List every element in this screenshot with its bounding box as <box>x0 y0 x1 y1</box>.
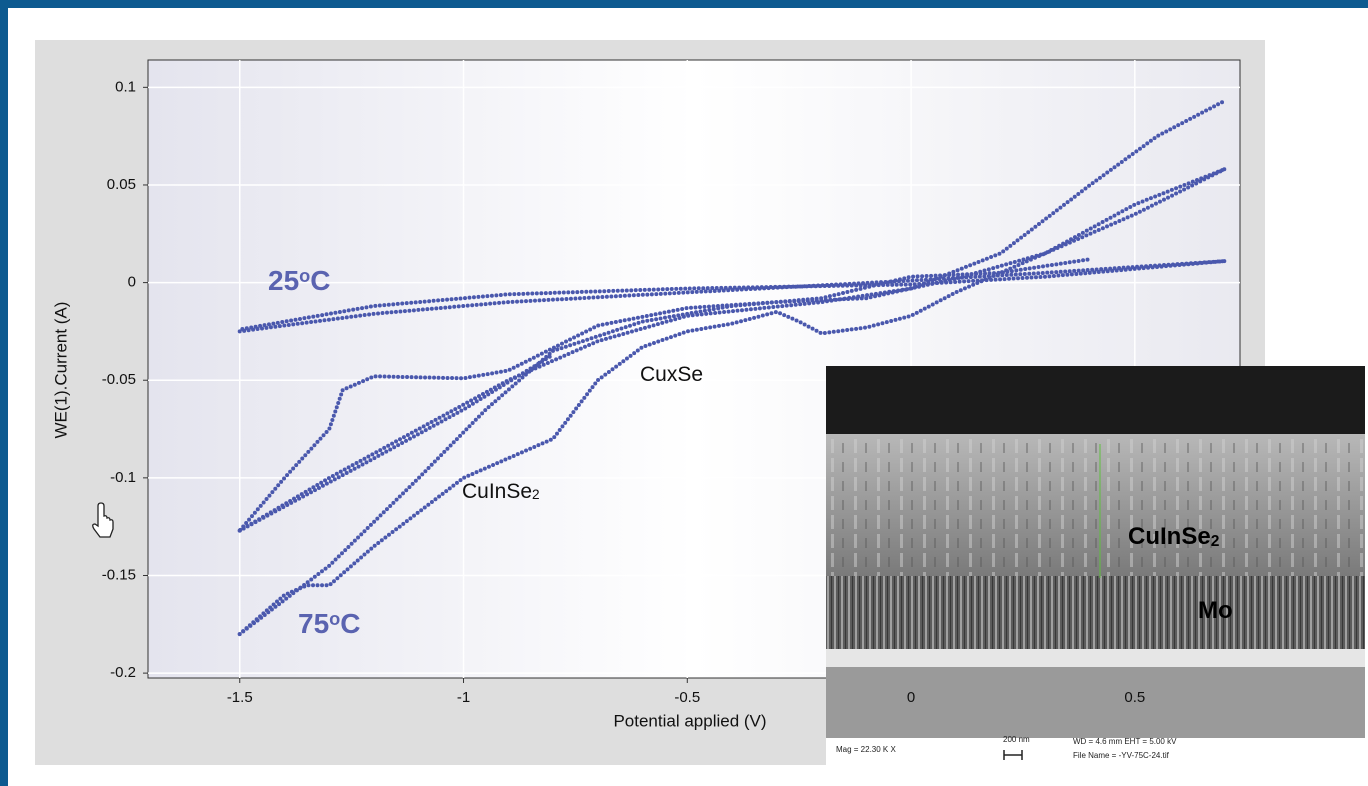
text-run: C <box>340 608 360 639</box>
text-run: o <box>299 266 310 286</box>
scale-bar <box>1003 750 1023 760</box>
x-tick-label: 0.5 <box>1124 689 1145 706</box>
text-run: C <box>310 265 330 296</box>
data-curve <box>237 259 1227 332</box>
data-curve <box>237 352 555 533</box>
y-tick-label: 0.05 <box>107 176 136 193</box>
annotation: CuxSe <box>640 363 703 386</box>
annotation: 75oC <box>298 608 361 639</box>
curves <box>237 99 1227 637</box>
inset-interface <box>826 649 1365 667</box>
text-run: 75 <box>298 608 329 639</box>
y-tick-label: 0 <box>128 274 136 291</box>
data-curve <box>237 259 1227 334</box>
y-tick-label: -0.05 <box>102 371 136 388</box>
text-run: 25 <box>268 265 299 296</box>
cursor-icon <box>92 502 114 538</box>
y-tick-label: -0.2 <box>110 664 136 681</box>
text-run: Mo <box>1198 597 1233 624</box>
x-tick-label: 0 <box>907 689 915 706</box>
data-curve <box>237 257 1093 637</box>
x-tick-label: -1 <box>457 689 470 706</box>
inset-label: Mo <box>1198 597 1233 624</box>
text-run: CuInSe <box>1128 523 1211 550</box>
inset-substrate <box>826 667 1365 738</box>
text-run: 2 <box>1211 533 1220 550</box>
y-tick-label: -0.15 <box>102 566 136 583</box>
x-axis-title: Potential applied (V) <box>613 711 766 730</box>
data-curve <box>237 99 1227 533</box>
inset-footer-text: Mag = 22.30 K X <box>836 745 896 754</box>
inset-footer-text: 200 nm <box>1003 735 1030 744</box>
x-tick-label: -0.5 <box>674 689 700 706</box>
inset-footer-text: File Name = -YV-75C-24.tif <box>1073 751 1170 760</box>
text-run: CuxSe <box>640 363 703 386</box>
y-tick-label: 0.1 <box>115 78 136 95</box>
inset-cis-texture <box>826 434 1365 576</box>
text-run: 2 <box>532 487 540 502</box>
annotation: CuInSe2 <box>462 480 540 503</box>
sem-inset: CuInSe2 Mo Mag = 22.30 K X 200 nm WD = 4.6 m… <box>826 366 1365 770</box>
y-axis-title: WE(1).Current (A) <box>51 302 70 439</box>
data-curve <box>237 167 1227 637</box>
annotation: 25oC <box>268 265 331 296</box>
inset-footer-text: WD = 4.6 mm EHT = 5.00 kV <box>1073 737 1177 746</box>
inset-label: CuInSe2 <box>1128 523 1220 550</box>
y-tick-label: -0.1 <box>110 469 136 486</box>
text-run: CuInSe <box>462 480 532 503</box>
inset-footer <box>826 738 1365 770</box>
inset-mo-layer <box>826 576 1365 649</box>
data-curve <box>237 167 1227 533</box>
text-run: o <box>329 609 340 629</box>
x-tick-label: -1.5 <box>227 689 253 706</box>
inset-top <box>826 366 1365 434</box>
